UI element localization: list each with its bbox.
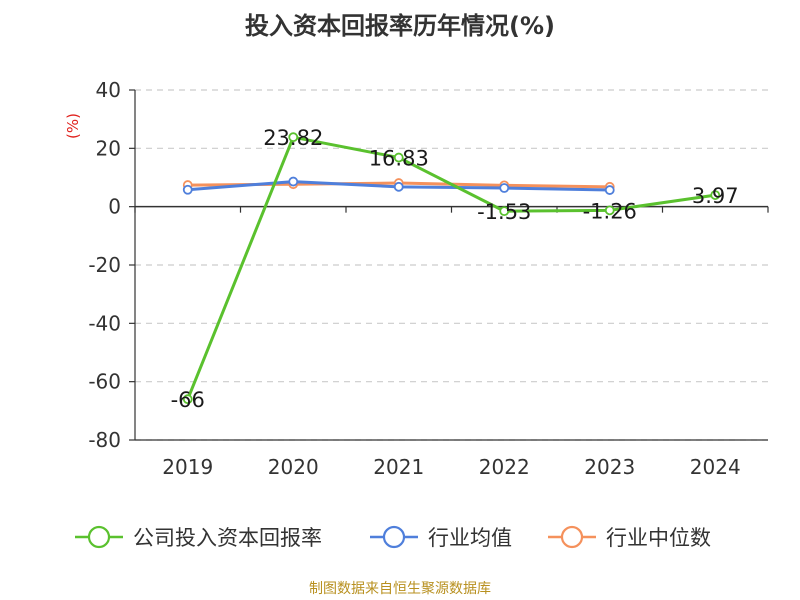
data-label: -1.53 bbox=[477, 200, 531, 224]
data-point bbox=[499, 206, 510, 217]
x-tick-label: 2020 bbox=[268, 455, 319, 479]
y-tick-label: -60 bbox=[88, 370, 121, 394]
data-point bbox=[604, 185, 615, 195]
source-note: 制图数据来自恒生聚源数据库 bbox=[309, 581, 491, 597]
data-point bbox=[182, 184, 193, 195]
x-tick-label: 2024 bbox=[690, 455, 741, 479]
data-point bbox=[710, 190, 721, 200]
data-point bbox=[604, 205, 615, 216]
data-labels: -66 23.82 16.83 -1.53 -1.26 3.97 bbox=[171, 126, 739, 412]
series-lines bbox=[182, 132, 721, 405]
y-tick-label: -20 bbox=[88, 253, 121, 277]
data-label: -66 bbox=[171, 388, 205, 412]
data-point bbox=[182, 394, 193, 405]
y-tick-label: 40 bbox=[96, 78, 121, 102]
data-label: 3.97 bbox=[692, 184, 739, 208]
x-tick-label: 2021 bbox=[373, 455, 424, 479]
legend-label: 行业均值 bbox=[428, 526, 512, 550]
data-point bbox=[288, 132, 299, 143]
y-tick-label: -40 bbox=[88, 311, 121, 335]
legend-swatch-marker bbox=[382, 525, 406, 549]
data-label: -1.26 bbox=[583, 199, 637, 223]
data-point bbox=[499, 183, 510, 193]
x-tick-label: 2019 bbox=[162, 455, 213, 479]
axes: 40 20 0 -20 -40 -60 -80 2019 2020 2021 2022 2023 202… bbox=[64, 78, 769, 479]
chart-title: 投入资本回报率历年情况(%) bbox=[245, 12, 555, 40]
data-point bbox=[288, 176, 299, 187]
y-tick-label: -80 bbox=[88, 428, 121, 452]
data-label: 23.82 bbox=[263, 126, 323, 150]
x-tick-label: 2023 bbox=[584, 455, 635, 479]
legend-swatch-marker bbox=[560, 525, 584, 549]
y-tick-label: 20 bbox=[96, 136, 121, 160]
data-point bbox=[393, 152, 404, 163]
y-tick-label: 0 bbox=[108, 195, 121, 219]
x-tick-label: 2022 bbox=[479, 455, 530, 479]
data-label: 16.83 bbox=[369, 147, 429, 171]
legend: 公司投入资本回报率 行业均值 行业中位数 bbox=[75, 525, 711, 550]
series-line-0 bbox=[186, 135, 716, 400]
legend-swatch-marker bbox=[87, 525, 111, 549]
y-axis-unit-label: (%) bbox=[64, 113, 82, 139]
legend-label: 行业中位数 bbox=[606, 526, 711, 550]
data-point bbox=[393, 181, 404, 192]
grid-lines bbox=[135, 89, 768, 441]
legend-label: 公司投入资本回报率 bbox=[133, 526, 322, 550]
